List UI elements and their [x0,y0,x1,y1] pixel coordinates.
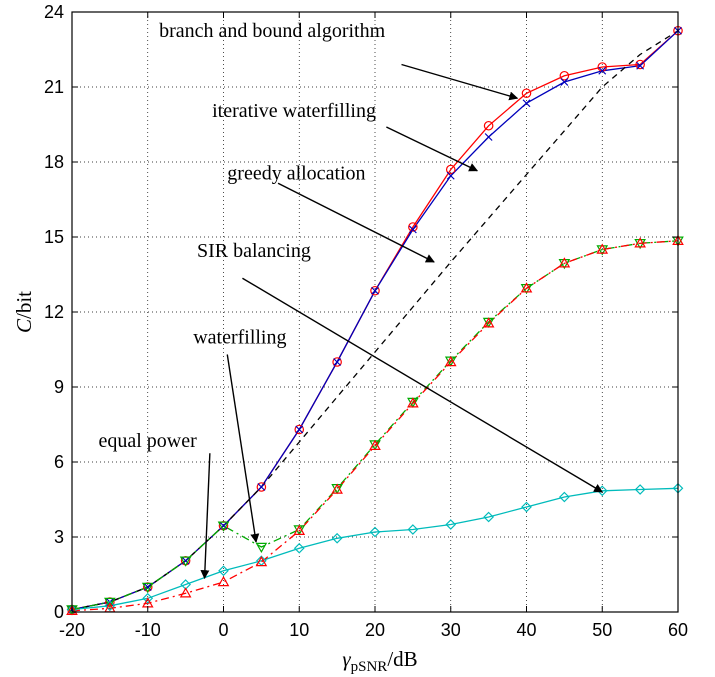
y-tick-label: 18 [44,152,64,172]
equal_power-marker [369,439,381,450]
annotation-label-bb: branch and bound algorithm [159,20,385,42]
annotation-arrow-ga [277,182,435,263]
iterative_waterfilling-marker [636,61,645,70]
branch_and_bound-marker [559,70,570,81]
sir_balancing-marker [559,491,570,503]
branch_and_bound-marker [332,357,342,367]
iterative_waterfilling-marker [371,286,379,295]
annotation-arrow-ep [200,453,211,580]
sir_balancing-marker [369,526,381,538]
annotation-arrow-iw [386,126,479,172]
x-tick-label: 40 [516,620,536,640]
annotation-label-wf: waterfilling [193,326,286,348]
annotation-label-ep: equal power [99,430,198,452]
y-axis-title-unit: /bit [12,291,36,319]
waterfilling-marker [255,542,268,554]
equal_power-line [72,240,678,612]
sir_balancing-marker [218,565,229,577]
y-axis-title-main: C [12,318,36,333]
y-tick-label: 15 [44,227,64,247]
iterative_waterfilling-marker [446,171,455,180]
marker-layer [66,25,684,616]
sir_balancing-marker [407,524,419,535]
sir_balancing-marker [483,511,494,523]
equal_power-marker [66,604,78,615]
iterative_waterfilling-marker [219,521,228,530]
y-tick-label: 21 [44,77,64,97]
iterative_waterfilling-marker [295,425,304,434]
y-axis-title: C/bit [12,291,36,333]
waterfilling-marker [104,597,116,609]
equal_power-marker [217,575,230,587]
waterfilling-marker [141,582,154,594]
x-tick-label: 30 [441,620,461,640]
annotation-label-sir: SIR balancing [197,240,311,262]
annotation-label-ga: greedy allocation [227,163,365,185]
iterative_waterfilling-marker [257,483,266,491]
y-tick-label: 9 [54,377,64,397]
sir_balancing-marker [331,532,343,544]
equal_power-marker [444,355,457,367]
y-tick-label: 3 [54,527,64,547]
x-tick-label: -20 [59,620,85,640]
x-axis-title-sub: pSNR [351,659,388,675]
sir_balancing-marker [521,501,532,513]
branch_and_bound-marker [445,164,456,175]
branch_and_bound-marker [370,285,380,296]
branch_and_bound-marker [408,222,418,232]
x-axis-title-unit: /dB [387,647,417,671]
annotation-arrow-bb [401,63,519,101]
sir_balancing-marker [445,519,457,530]
annotation-label-iw: iterative waterfilling [212,100,376,122]
branch_and_bound-marker [483,120,494,131]
iterative_waterfilling-marker [143,583,152,591]
x-tick-label: 20 [365,620,385,640]
equal_power-marker [255,555,268,567]
axis-ticks: -20 -10 0 10 20 30 40 50 60 0 3 6 9 12 15 18 21 24 [44,2,688,640]
annotation-arrow-wf [226,354,260,543]
equal_power-marker [293,524,306,535]
branch_and_bound-marker [256,482,267,492]
iterative_waterfilling-marker [333,358,342,366]
x-tick-label: 10 [289,620,309,640]
y-tick-label: 24 [44,2,64,22]
iterative_waterfilling-marker [181,556,190,565]
x-tick-label: 60 [668,620,688,640]
x-tick-label: 50 [592,620,612,640]
sir_balancing-marker [293,542,305,554]
y-tick-label: 0 [54,602,64,622]
iterative_waterfilling-marker [522,99,531,108]
y-tick-label: 6 [54,452,64,472]
equal_power-marker [520,282,533,293]
waterfilling-marker [179,556,192,567]
x-axis-title-main: γ [342,647,351,671]
equal_power-marker [634,237,646,248]
annotation-arrow-sir [242,277,604,493]
branch_and_bound-marker [521,88,532,99]
waterfilling-line [72,240,678,611]
equal_power-marker [331,483,343,494]
sir_balancing-marker [142,592,154,604]
equal_power-marker [179,587,192,598]
iterative_waterfilling-marker [484,133,493,141]
equal_power-marker [596,243,609,254]
x-tick-label: -10 [135,620,161,640]
sir_balancing-marker [634,484,646,495]
equal_power-marker [558,257,571,268]
sir_balancing-line [72,487,678,611]
branch_and_bound-marker [635,59,645,70]
iterative_waterfilling-marker [560,78,569,86]
x-tick-label: 0 [218,620,228,640]
iterative_waterfilling-marker [598,66,607,75]
branch_and_bound-marker [294,424,305,435]
x-axis-title: γpSNR/dB [342,647,417,675]
equal_power-marker [482,317,495,328]
equal_power-marker [407,397,419,408]
y-tick-label: 12 [44,302,64,322]
iterative_waterfilling-marker [408,225,417,234]
waterfilling-marker [217,521,230,532]
sir_balancing-marker [104,600,116,612]
annotations: branch and bound algorithm iterative wate… [99,20,604,580]
